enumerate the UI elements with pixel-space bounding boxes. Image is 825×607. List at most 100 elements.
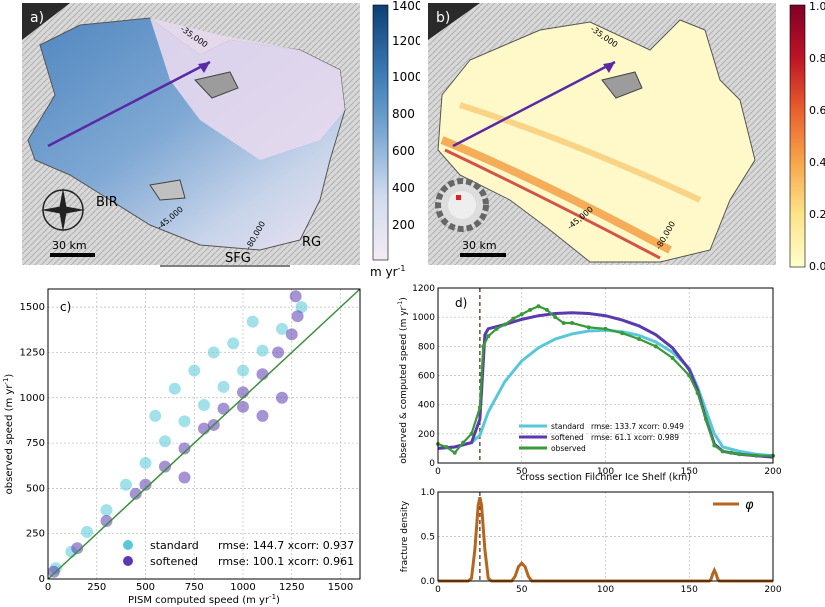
map-a-island [194, 71, 239, 99]
x-tick-label: 0 [435, 585, 441, 595]
chart-d-speed-profile: 0 50 100 150 200 0 200 400 600 800 1000 1200 d) stand… [397, 284, 782, 483]
cb-a-tick: 400 [392, 181, 415, 195]
series-point-observed [494, 326, 499, 331]
panel-b-label: b) [436, 10, 450, 26]
cb-b-tick: 1.0 [809, 0, 825, 13]
x-tick-label: 0 [45, 582, 51, 593]
cb-a-tick: 1200 [392, 34, 420, 48]
scatter-point-standard [207, 346, 220, 359]
label-bir: BIR [96, 195, 118, 210]
chart-d-xlabel: cross section Filchner Ice Shelf (km) [520, 472, 691, 483]
plot-frame [437, 491, 774, 582]
scatter-point-softened [289, 290, 302, 303]
map-a-island-2 [149, 179, 186, 201]
series-point-observed [670, 356, 675, 360]
series-point-observed [486, 334, 491, 339]
series-point-observed [469, 431, 474, 436]
scatter-point-standard [120, 478, 132, 491]
series-point-observed [461, 440, 466, 445]
legend-label-standard: standard [150, 539, 199, 552]
fracture-band-1 [440, 136, 672, 254]
label-rg: RG [302, 235, 321, 250]
x-tick-label: 750 [185, 582, 204, 593]
y-tick-label: 0 [429, 459, 435, 469]
series-point-observed [570, 321, 574, 325]
scatter-point-softened [256, 368, 269, 381]
colorbar-a-ticks: 1400 1200 1000 800 600 400 200 [392, 0, 420, 232]
cb-a-tick: 200 [392, 218, 415, 232]
scale-bar-a-label: 30 km [52, 239, 87, 252]
x-tick-label: 150 [681, 467, 698, 477]
identity-line [47, 288, 361, 580]
chart-c-ylabel: observed speed (m yr-1) [2, 374, 15, 495]
map-a-arrowhead [198, 62, 210, 73]
series-point-observed [561, 321, 566, 325]
scatter-point-standard [159, 435, 171, 448]
x-tick-label: 200 [764, 585, 781, 595]
legend-stat-softened: rmse: 61.1 xcorr: 0.989 [591, 433, 679, 442]
x-tick-label: 1500 [328, 582, 353, 593]
series-point-observed [603, 326, 608, 331]
scatter-point-standard [149, 409, 162, 422]
x-tick-label: 1250 [279, 582, 304, 593]
scatter-point-softened [217, 402, 230, 415]
location-inset-icon [435, 178, 489, 232]
chart-c-label: c) [60, 300, 71, 314]
y-tick-label: 1500 [20, 302, 45, 313]
series-point-observed [620, 331, 625, 336]
y-tick-label: 1.0 [421, 488, 436, 498]
series-point-observed [452, 450, 457, 455]
scatter-point-softened [256, 409, 269, 422]
y-tick-label: 1000 [412, 313, 435, 323]
x-tick-label: 500 [136, 582, 155, 593]
legend-label-softened: softened [551, 433, 584, 442]
scatter-point-standard [237, 364, 249, 377]
x-tick-label: 100 [597, 467, 614, 477]
y-tick-label: 800 [418, 342, 435, 352]
scatter-point-standard [276, 322, 288, 335]
cb-b-tick: 0.2 [809, 208, 825, 221]
series-point-observed [637, 337, 641, 342]
y-tick-label: 1250 [20, 347, 45, 358]
x-tick-label: 50 [516, 585, 528, 595]
panel-a-map: a) BIR SFG RG 30 km -35,000 -45,000 -80,… [22, 0, 420, 279]
series-line-φ [438, 497, 773, 583]
map-a-light-region [150, 18, 345, 160]
y-tick-label: 0 [39, 574, 45, 585]
series-point-observed [544, 307, 549, 312]
series-point-observed [720, 449, 725, 454]
scatter-point-softened [139, 478, 152, 491]
colorbar-b-ticks: 1.0 0.8 0.6 0.4 0.2 0.0 [809, 0, 825, 273]
chart-d-ylabel: observed & computed speed (m yr-1) [397, 297, 409, 463]
scatter-point-softened [285, 328, 298, 341]
y-tick-label: 250 [26, 529, 45, 540]
series-point-observed [511, 316, 516, 321]
scatter-point-softened [159, 460, 171, 473]
cb-a-tick: 800 [392, 107, 415, 121]
cb-b-tick: 0.4 [809, 156, 825, 169]
series-point-observed [481, 344, 486, 349]
compass-rose-icon [41, 188, 85, 232]
y-tick-label: 0.5 [421, 533, 435, 543]
colorbar-a-unit: m yr-1 [370, 264, 406, 279]
map-b-flowline-arrow [452, 60, 616, 148]
scatter-point-softened [237, 386, 249, 399]
plot-frame [47, 288, 361, 580]
label-sfg: SFG [225, 251, 251, 266]
cb-b-tick: 0.6 [809, 104, 825, 117]
y-tick-label: 200 [418, 430, 435, 440]
scatter-point-standard [246, 315, 259, 328]
cb-a-tick: 1400 [392, 0, 420, 13]
series-point-observed [704, 417, 708, 422]
chart-e-ylabel: fracture density [400, 500, 410, 572]
cb-b-tick: 0.8 [809, 52, 825, 65]
map-a-dark-corner [22, 3, 70, 40]
colorbar-a [372, 4, 389, 261]
scatter-point-softened [71, 542, 84, 555]
legend-label-observed: observed [551, 444, 586, 453]
scatter-point-standard [217, 380, 230, 393]
x-tick-label: 1000 [230, 582, 255, 593]
legend-label-φ: φ [745, 498, 754, 513]
y-tick-label: 500 [26, 483, 45, 494]
y-tick-label: 400 [418, 401, 435, 411]
